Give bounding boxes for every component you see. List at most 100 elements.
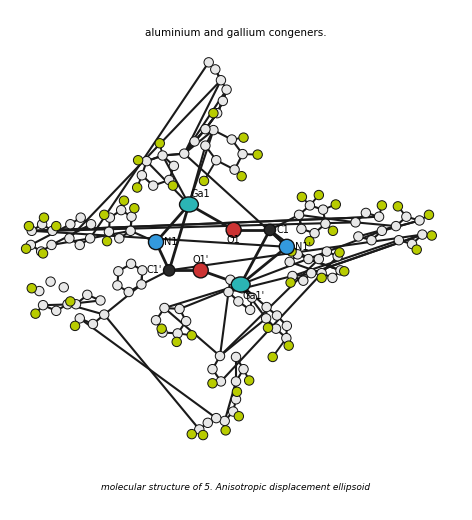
Text: aluminium and gallium congeners.: aluminium and gallium congeners. [145, 29, 327, 38]
Circle shape [126, 226, 135, 236]
Circle shape [328, 226, 337, 236]
Circle shape [194, 425, 204, 434]
Circle shape [36, 247, 46, 256]
Circle shape [228, 407, 238, 416]
Circle shape [394, 236, 404, 245]
Circle shape [237, 172, 246, 181]
Circle shape [271, 324, 281, 333]
Circle shape [282, 321, 292, 331]
Circle shape [215, 352, 225, 361]
Circle shape [187, 430, 196, 439]
Circle shape [115, 233, 124, 243]
Circle shape [377, 201, 387, 210]
Circle shape [85, 233, 95, 243]
Circle shape [66, 297, 75, 306]
Circle shape [221, 426, 230, 435]
Circle shape [374, 212, 384, 222]
Circle shape [187, 331, 196, 340]
Circle shape [328, 273, 337, 282]
Text: C1: C1 [277, 225, 290, 235]
Text: N1': N1' [295, 242, 312, 252]
Text: Ga1': Ga1' [242, 291, 264, 301]
Circle shape [305, 201, 315, 210]
Circle shape [222, 85, 231, 94]
Circle shape [117, 205, 126, 215]
Circle shape [232, 387, 242, 396]
Circle shape [268, 352, 278, 361]
Text: N1: N1 [164, 237, 178, 247]
Circle shape [211, 413, 221, 423]
Circle shape [172, 337, 181, 347]
Circle shape [201, 141, 210, 150]
Circle shape [71, 300, 81, 309]
Circle shape [237, 283, 247, 293]
Circle shape [208, 379, 217, 388]
Circle shape [137, 171, 147, 180]
Ellipse shape [193, 263, 208, 278]
Circle shape [157, 324, 166, 333]
Circle shape [51, 306, 61, 316]
Circle shape [211, 155, 221, 165]
Circle shape [168, 181, 177, 190]
Circle shape [244, 376, 254, 385]
Circle shape [175, 304, 184, 314]
Circle shape [307, 268, 316, 278]
Text: molecular structure of 5. Anisotropic displacement ellipsoid: molecular structure of 5. Anisotropic di… [101, 483, 371, 491]
Circle shape [173, 329, 182, 338]
Circle shape [305, 237, 314, 246]
Circle shape [286, 278, 295, 287]
Circle shape [104, 227, 114, 237]
Circle shape [231, 395, 241, 404]
Circle shape [100, 310, 109, 319]
Circle shape [138, 266, 147, 275]
Circle shape [322, 247, 331, 256]
Circle shape [391, 222, 401, 231]
Circle shape [27, 283, 36, 293]
Circle shape [424, 210, 434, 219]
Circle shape [66, 219, 75, 229]
Circle shape [75, 314, 84, 323]
Circle shape [48, 226, 57, 236]
Circle shape [158, 328, 167, 337]
Circle shape [63, 300, 72, 309]
Circle shape [149, 181, 158, 190]
Circle shape [226, 275, 235, 284]
Circle shape [216, 376, 226, 386]
Circle shape [119, 196, 129, 205]
Circle shape [155, 139, 164, 148]
Circle shape [310, 228, 319, 238]
Circle shape [181, 317, 191, 326]
Circle shape [88, 319, 98, 329]
Circle shape [133, 183, 142, 192]
Circle shape [38, 301, 48, 310]
Circle shape [299, 276, 308, 285]
Circle shape [262, 302, 271, 312]
Circle shape [137, 280, 146, 289]
Circle shape [288, 271, 297, 281]
Circle shape [38, 249, 48, 258]
Circle shape [335, 248, 344, 257]
Circle shape [204, 58, 213, 67]
Ellipse shape [163, 265, 175, 276]
Circle shape [402, 212, 411, 222]
Ellipse shape [226, 223, 241, 238]
Circle shape [209, 109, 218, 118]
Circle shape [336, 266, 345, 275]
Circle shape [234, 411, 244, 421]
Circle shape [190, 137, 199, 146]
Circle shape [317, 268, 326, 278]
Circle shape [320, 219, 330, 228]
Circle shape [285, 257, 295, 267]
Circle shape [231, 376, 241, 386]
Circle shape [415, 216, 424, 225]
Circle shape [169, 161, 178, 171]
Circle shape [102, 237, 112, 246]
Ellipse shape [264, 224, 276, 236]
Circle shape [295, 210, 304, 219]
Circle shape [179, 149, 189, 159]
Ellipse shape [231, 277, 250, 292]
Circle shape [113, 281, 122, 290]
Circle shape [86, 219, 96, 229]
Circle shape [160, 303, 169, 313]
Circle shape [239, 365, 248, 374]
